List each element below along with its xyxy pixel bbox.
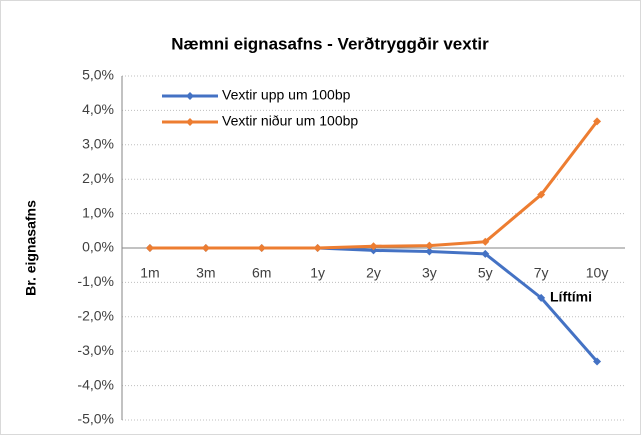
y-tick-label: -3,0%: [77, 342, 114, 358]
series-marker: [313, 244, 322, 252]
y-tick-label: -1,0%: [77, 273, 114, 289]
series-marker: [593, 117, 602, 126]
x-tick-label: 7y: [534, 265, 549, 281]
series-marker: [481, 249, 490, 258]
series-marker: [425, 241, 434, 250]
chart-title: Næmni eignasafns - Verðtryggðir vextir: [171, 34, 489, 53]
legend-label: Vextir niður um 100bp: [222, 113, 358, 129]
x-axis-label: Líftími: [550, 289, 592, 305]
y-tick-label: 1,0%: [82, 204, 114, 220]
x-tick-label: 2y: [366, 265, 381, 281]
series-marker: [537, 190, 546, 199]
y-tick-label: 2,0%: [82, 170, 114, 186]
x-tick-label: 6m: [252, 265, 271, 281]
series-marker: [481, 237, 490, 246]
series-marker: [369, 242, 378, 251]
x-tick-label: 3y: [422, 265, 437, 281]
series-marker: [257, 244, 266, 252]
series-marker: [425, 247, 434, 256]
y-axis-label: Br. eignasafns: [23, 200, 39, 296]
series-marker: [369, 246, 378, 255]
x-tick-label: 5y: [478, 265, 493, 281]
y-tick-label: 4,0%: [82, 101, 114, 117]
y-tick-label: 5,0%: [82, 67, 114, 83]
x-tick-label: 3m: [196, 265, 215, 281]
series-marker: [201, 244, 210, 252]
legend-marker: [186, 92, 194, 100]
series-marker: [145, 244, 154, 252]
y-tick-label: -4,0%: [77, 376, 114, 392]
series-marker: [537, 293, 546, 302]
x-tick-label: 1y: [310, 265, 325, 281]
y-tick-label: 3,0%: [82, 136, 114, 152]
y-tick-label: -5,0%: [77, 411, 114, 427]
y-tick-label: -2,0%: [77, 308, 114, 324]
legend-marker: [186, 118, 194, 126]
y-tick-label: 0,0%: [82, 239, 114, 255]
series-marker: [593, 357, 602, 366]
legend-label: Vextir upp um 100bp: [222, 87, 351, 103]
x-tick-label: 10y: [586, 265, 609, 281]
x-tick-label: 1m: [140, 265, 159, 281]
